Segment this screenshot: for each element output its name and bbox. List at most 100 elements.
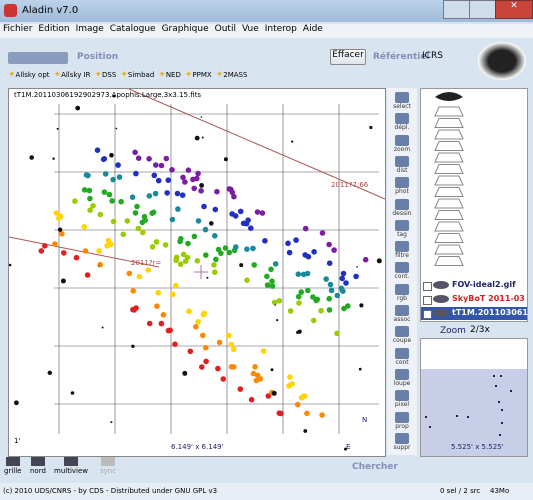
tool-panel: select dépl. zoom dist phot dessin tag filtre co… bbox=[387, 88, 417, 455]
layer-checkbox[interactable] bbox=[423, 282, 432, 291]
layer-row[interactable]: tT1M.201103061 bbox=[421, 307, 527, 320]
catalog-source bbox=[264, 274, 270, 280]
menu-item[interactable]: Graphique bbox=[162, 24, 209, 34]
shortcut[interactable]: 2MASS bbox=[223, 71, 247, 79]
layer-frame bbox=[435, 199, 463, 208]
star bbox=[369, 126, 372, 129]
frame-select[interactable]: ICRS bbox=[420, 49, 467, 63]
copyright: (c) 2010 UDS/CNRS - by CDS - Distributed… bbox=[3, 487, 217, 495]
catalog-source bbox=[87, 196, 93, 202]
menu-item[interactable]: Aide bbox=[303, 24, 323, 34]
bottom-icon bbox=[64, 457, 78, 466]
catalog-source bbox=[302, 393, 308, 399]
zoom-select[interactable]: 2/3x bbox=[468, 323, 514, 337]
layer-checkbox[interactable] bbox=[423, 310, 432, 319]
tool-button[interactable]: assoc bbox=[387, 305, 417, 323]
star bbox=[52, 158, 54, 160]
menu-item[interactable]: Interop bbox=[265, 24, 297, 34]
catalog-source bbox=[343, 280, 349, 286]
tool-label: tag bbox=[397, 231, 407, 238]
tool-button[interactable]: suppr bbox=[387, 433, 417, 451]
bottom-button[interactable]: multiview bbox=[54, 457, 88, 476]
star bbox=[291, 141, 293, 143]
tool-button[interactable]: phot bbox=[387, 177, 417, 195]
star bbox=[75, 106, 80, 111]
menu-item[interactable]: Catalogue bbox=[110, 24, 156, 34]
layer-frame bbox=[435, 211, 463, 220]
bottom-button[interactable]: sync bbox=[100, 457, 116, 476]
tool-button[interactable]: cont bbox=[387, 348, 417, 366]
tool-button[interactable]: select bbox=[387, 92, 417, 110]
layer-checkbox[interactable] bbox=[423, 296, 432, 305]
clear-button[interactable]: Effacer bbox=[330, 49, 366, 65]
catalog-source bbox=[226, 333, 232, 339]
menu-item[interactable]: Outil bbox=[215, 24, 236, 34]
bottom-button[interactable]: grille bbox=[4, 457, 21, 476]
catalog-source bbox=[125, 218, 131, 224]
tool-label: dist bbox=[397, 167, 408, 174]
shortcut[interactable]: Allsky opt bbox=[16, 71, 50, 79]
shortcut[interactable]: PPMX bbox=[192, 71, 211, 79]
catalog-source bbox=[212, 233, 218, 239]
star bbox=[201, 116, 203, 118]
tool-button[interactable]: dessin bbox=[387, 199, 417, 217]
shortcut[interactable]: Simbad bbox=[128, 71, 154, 79]
tool-button[interactable]: dist bbox=[387, 156, 417, 174]
app-icon bbox=[4, 4, 17, 17]
catalog-source bbox=[196, 218, 202, 224]
zoom-view: 5.525' x 5.525' bbox=[420, 338, 528, 457]
layer-row[interactable]: SkyBoT 2011-03 bbox=[421, 293, 527, 306]
shortcut[interactable]: Allsky IR bbox=[61, 71, 90, 79]
tool-label: assoc bbox=[394, 316, 411, 323]
catalog-source bbox=[233, 213, 239, 219]
catalog-source bbox=[74, 255, 80, 261]
star bbox=[48, 371, 52, 375]
catalog-source bbox=[173, 258, 179, 264]
catalog-source bbox=[244, 221, 250, 227]
shortcut[interactable]: DSS bbox=[102, 71, 116, 79]
tool-label: select bbox=[393, 103, 411, 110]
tool-button[interactable]: zoom bbox=[387, 135, 417, 153]
catalog-source bbox=[203, 252, 209, 258]
catalog-source bbox=[156, 178, 162, 184]
tool-button[interactable]: coupe bbox=[387, 326, 417, 344]
shortcut[interactable]: NED bbox=[166, 71, 181, 79]
catalog-source bbox=[140, 220, 146, 226]
catalog-source bbox=[227, 250, 233, 256]
menu-item[interactable]: Edition bbox=[38, 24, 69, 34]
catalog-source bbox=[262, 238, 268, 244]
tool-button[interactable]: tag bbox=[387, 220, 417, 238]
star bbox=[271, 368, 274, 371]
menu-item[interactable]: Fichier bbox=[3, 24, 32, 34]
tool-button[interactable]: loupe bbox=[387, 369, 417, 387]
tool-button[interactable]: cont. bbox=[387, 262, 417, 280]
tool-button[interactable]: dépl. bbox=[387, 113, 417, 131]
catalog-source bbox=[140, 230, 146, 236]
menu-item[interactable]: Vue bbox=[242, 24, 259, 34]
star bbox=[14, 400, 19, 405]
layer-frame bbox=[435, 188, 463, 197]
selection-count: 0 sel / 2 src bbox=[440, 487, 480, 495]
layer-eye bbox=[433, 281, 449, 289]
catalog-source bbox=[269, 278, 275, 284]
catalog-source bbox=[133, 305, 139, 311]
layer-row[interactable]: FOV-ideal2.gif bbox=[421, 279, 527, 292]
bottom-label: nord bbox=[30, 467, 46, 475]
tool-button[interactable]: pixel bbox=[387, 390, 417, 408]
tool-icon bbox=[395, 199, 409, 210]
catalog-source bbox=[198, 188, 204, 194]
maximize-button[interactable] bbox=[469, 0, 496, 19]
tool-button[interactable]: prop bbox=[387, 412, 417, 430]
star bbox=[359, 303, 363, 307]
tool-button[interactable]: rgb bbox=[387, 284, 417, 302]
catalog-source bbox=[302, 252, 308, 258]
catalog-source bbox=[244, 277, 250, 283]
menu-item[interactable]: Image bbox=[76, 24, 104, 34]
catalog-source bbox=[170, 217, 176, 223]
minimize-button[interactable] bbox=[443, 0, 470, 19]
catalog-source bbox=[52, 241, 58, 247]
catalog-source bbox=[203, 359, 209, 365]
close-button[interactable]: ✕ bbox=[495, 0, 533, 19]
bottom-button[interactable]: nord bbox=[30, 457, 46, 476]
tool-button[interactable]: filtre bbox=[387, 241, 417, 259]
